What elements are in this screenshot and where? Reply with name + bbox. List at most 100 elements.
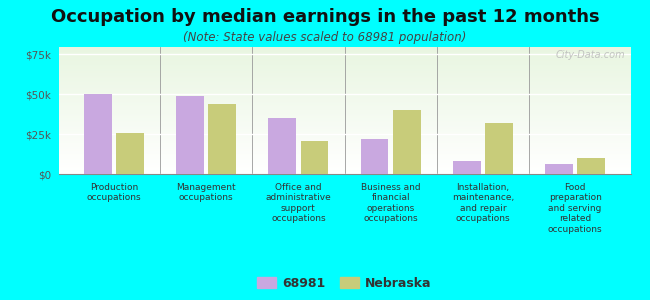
Bar [58, 114, 630, 115]
Bar [268, 118, 296, 174]
Bar [58, 104, 630, 105]
Bar [58, 131, 630, 132]
Bar [58, 107, 630, 108]
Bar [58, 110, 630, 111]
Bar [58, 152, 630, 153]
Bar [58, 70, 630, 71]
Bar [58, 113, 630, 114]
Bar [58, 122, 630, 123]
Bar [58, 112, 630, 113]
Bar [58, 80, 630, 81]
Text: City-Data.com: City-Data.com [555, 50, 625, 60]
Bar [58, 79, 630, 80]
Bar [545, 164, 573, 174]
Bar [361, 139, 388, 174]
Bar [58, 57, 630, 58]
Bar [209, 104, 236, 174]
Bar [58, 153, 630, 154]
Bar [58, 156, 630, 157]
Bar [58, 124, 630, 125]
Bar [58, 142, 630, 143]
Bar [58, 139, 630, 140]
Bar [58, 48, 630, 49]
Bar [58, 66, 630, 67]
Bar [58, 100, 630, 101]
Bar [58, 84, 630, 85]
Bar [58, 147, 630, 148]
Bar [58, 133, 630, 134]
Bar [58, 72, 630, 73]
Bar [58, 47, 630, 48]
Bar [58, 56, 630, 57]
Bar [58, 59, 630, 60]
Bar [58, 51, 630, 52]
Bar [58, 146, 630, 147]
Bar [58, 154, 630, 155]
Bar [58, 118, 630, 119]
Bar [58, 164, 630, 165]
Bar [116, 133, 144, 174]
Bar [58, 119, 630, 120]
Bar [58, 136, 630, 137]
Bar [58, 103, 630, 104]
Bar [58, 82, 630, 83]
Bar [58, 50, 630, 51]
Bar [58, 157, 630, 158]
Bar [58, 83, 630, 84]
Bar [58, 58, 630, 59]
Bar [58, 169, 630, 170]
Bar [58, 116, 630, 117]
Bar [58, 123, 630, 124]
Bar [58, 128, 630, 129]
Bar [58, 158, 630, 159]
Legend: 68981, Nebraska: 68981, Nebraska [252, 272, 437, 295]
Bar [453, 161, 480, 174]
Bar [58, 76, 630, 77]
Bar [58, 140, 630, 141]
Bar [58, 151, 630, 152]
Bar [58, 172, 630, 173]
Bar [58, 138, 630, 139]
Bar [58, 135, 630, 136]
Bar [58, 106, 630, 107]
Bar [58, 149, 630, 150]
Bar [58, 129, 630, 130]
Bar [58, 105, 630, 106]
Bar [58, 134, 630, 135]
Bar [58, 52, 630, 53]
Bar [58, 150, 630, 151]
Bar [58, 78, 630, 79]
Bar [58, 55, 630, 56]
Bar [58, 75, 630, 76]
Bar [58, 99, 630, 100]
Bar [58, 159, 630, 160]
Bar [58, 173, 630, 174]
Bar [58, 92, 630, 93]
Bar [58, 111, 630, 112]
Bar [58, 88, 630, 89]
Bar [58, 137, 630, 138]
Bar [58, 94, 630, 95]
Bar [393, 110, 421, 174]
Bar [58, 65, 630, 66]
Bar [58, 61, 630, 62]
Bar [58, 145, 630, 146]
Bar [58, 155, 630, 156]
Bar [58, 121, 630, 122]
Bar [485, 123, 513, 174]
Bar [84, 94, 112, 174]
Bar [58, 77, 630, 78]
Bar [577, 158, 605, 174]
Bar [58, 160, 630, 161]
Bar [58, 64, 630, 65]
Bar [58, 97, 630, 98]
Bar [58, 74, 630, 75]
Bar [58, 130, 630, 131]
Bar [58, 91, 630, 92]
Bar [58, 49, 630, 50]
Bar [58, 165, 630, 166]
Bar [301, 140, 328, 174]
Bar [58, 71, 630, 72]
Bar [58, 86, 630, 87]
Bar [58, 167, 630, 168]
